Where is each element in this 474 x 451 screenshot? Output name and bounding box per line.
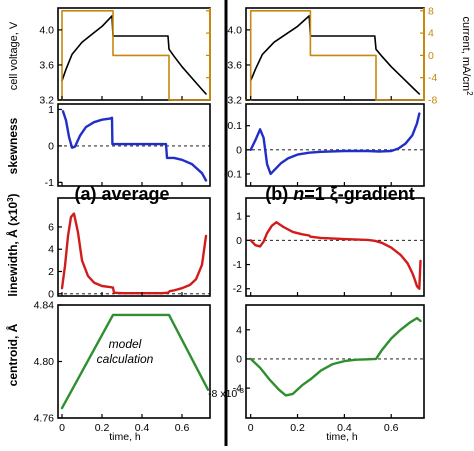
left-skewness-ytick-label: 1 — [48, 104, 54, 116]
right-centroid-ytick-label: -4 — [233, 383, 242, 395]
left-linewidth-ytick-label: 2 — [48, 266, 54, 278]
right-skewness-ytick-label: 0 — [236, 144, 242, 156]
right-voltage-current-voltage-line — [249, 15, 421, 95]
left-skewness-frame — [57, 103, 211, 187]
right-linewidth-ytick-label: -1 — [233, 259, 242, 271]
left-centroid-xtick-label: 0.2 — [95, 422, 110, 434]
right-centroid-xtick-label: 0 — [248, 422, 254, 434]
right-centroid-ytick-label: 4 — [236, 324, 242, 336]
right-centroid-xtick-label: 0.2 — [290, 422, 305, 434]
right-linewidth-linewidth-line — [249, 220, 422, 290]
left-voltage-current-ytick-label: 4.0 — [39, 24, 54, 36]
right-centroid-xtick-label: 0.4 — [337, 422, 352, 434]
left-voltage-current-current-line — [57, 10, 211, 101]
left-linewidth-linewidth-line — [60, 212, 208, 295]
left-linewidth-ytick-label: 4 — [48, 244, 54, 256]
right-linewidth-ytick-label: 0 — [236, 235, 242, 247]
panel-label-a: (a) average — [74, 184, 169, 204]
right-centroid-frame — [245, 304, 425, 419]
right-voltage-current-y2tick-label: 4 — [428, 28, 434, 40]
right-voltage-current-ytick-label: 3.6 — [227, 59, 242, 71]
right-centroid-xtick-label: 0.6 — [384, 422, 399, 434]
left-linewidth-ytick-label: 6 — [48, 221, 54, 233]
right-skewness-ytick-label: 0.1 — [227, 120, 242, 132]
right-voltage-current-ytick-label: 4.0 — [227, 24, 242, 36]
xlabel-right: time, h — [326, 431, 358, 443]
right-voltage-current-current-line — [245, 10, 425, 101]
model-annotation-line1: model — [109, 337, 142, 351]
ylabel-linewidth: linewidth, Å (x103) — [5, 193, 20, 296]
left-centroid-ytick-label: 4.80 — [34, 356, 55, 368]
left-centroid-xtick-label: 0.6 — [175, 422, 190, 434]
right-centroid-ytick-label: 0 — [236, 353, 242, 365]
left-centroid-xtick-label: 0 — [59, 422, 65, 434]
ylabel-centroid: centroid, Å — [5, 323, 20, 386]
right-voltage-current-y2tick-label: 0 — [428, 50, 434, 62]
left-skewness-ytick-label: -1 — [45, 177, 54, 189]
model-annotation-line2: calculation — [97, 352, 154, 366]
left-centroid-ytick-label: 4.84 — [34, 300, 55, 312]
left-linewidth-ytick-label: 0 — [48, 288, 54, 300]
left-voltage-current-ytick-label: 3.6 — [39, 59, 54, 71]
right-voltage-current-frame — [245, 7, 425, 101]
right-voltage-current-y2tick-label: -4 — [428, 72, 437, 84]
panel-label-b: (b) n=1 ξ-gradient — [265, 184, 415, 205]
right-linewidth-ytick-label: 1 — [236, 211, 242, 223]
left-skewness-skewness-line — [61, 110, 208, 182]
right-centroid-centroid-line — [249, 316, 422, 397]
xlabel-left: time, h — [109, 431, 141, 443]
left-centroid-xtick-label: 0.4 — [135, 422, 150, 434]
right-voltage-current-y2tick-label: -8 — [428, 95, 437, 107]
left-voltage-current-ytick-label: 3.2 — [39, 95, 54, 107]
ylabel-current: current, mA/cm2 — [460, 16, 474, 96]
left-voltage-current-voltage-line — [61, 15, 207, 95]
right-voltage-current-y2tick-label: 8 — [428, 5, 434, 17]
right-linewidth-ytick-label: -2 — [233, 283, 242, 295]
ylabel-skewness: skewness — [6, 117, 20, 174]
left-skewness-ytick-label: 0 — [48, 140, 54, 152]
left-centroid-centroid-line — [60, 313, 210, 410]
left-linewidth-frame — [57, 197, 211, 297]
right-linewidth-frame — [245, 197, 425, 297]
right-skewness-ytick-label: -0.1 — [224, 168, 242, 180]
right-skewness-skewness-line — [249, 112, 421, 176]
right-voltage-current-ytick-label: 3.2 — [227, 95, 242, 107]
right-skewness-frame — [245, 103, 425, 187]
centroid-multiplier: -8 x10-3 — [208, 386, 244, 400]
ylabel-voltage: cell voltage, V — [8, 21, 20, 90]
left-voltage-current-frame — [57, 7, 211, 101]
left-centroid-ytick-label: 4.76 — [34, 413, 55, 425]
